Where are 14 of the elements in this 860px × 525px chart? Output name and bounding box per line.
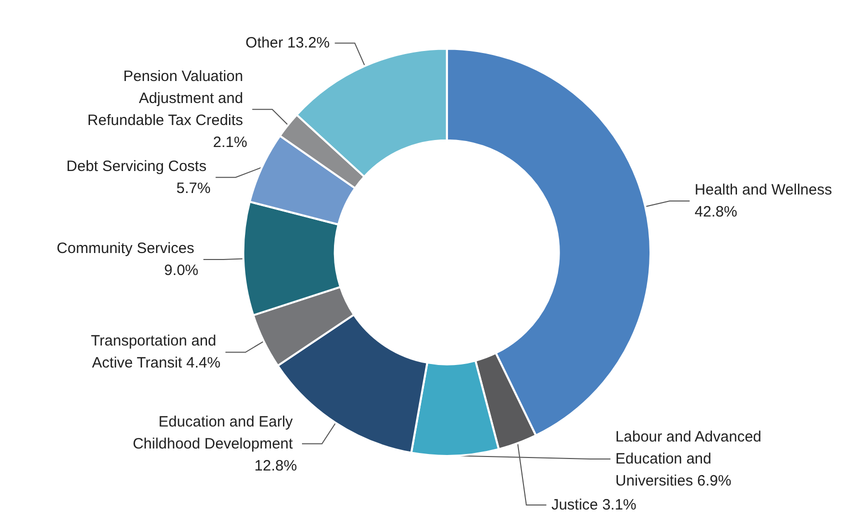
slice-label: Pension Valuation Adjustment and Refundable Tax Credits [87,68,248,129]
slice-label: Community Services [56,240,198,257]
data-label: 42.8% [694,204,738,221]
slice-label: Justice 3.1% [551,496,636,514]
slice-label: Education and Early Childhood Development [132,413,297,452]
slice-label: Transportation and Active Transit 4.4% [90,332,220,372]
slice-label: Health and Wellness [694,182,836,199]
data-label: 12.8% [254,457,297,474]
data-label: 9.0% [164,262,198,279]
slice-label: Debt Servicing Costs [66,158,211,175]
slice-label: Other 13.2% [246,34,330,52]
data-label: 5.7% [176,180,211,197]
data-label: 2.1% [213,134,248,151]
slice-label: Labour and Advanced Education and Universities 6.9% [615,428,766,490]
